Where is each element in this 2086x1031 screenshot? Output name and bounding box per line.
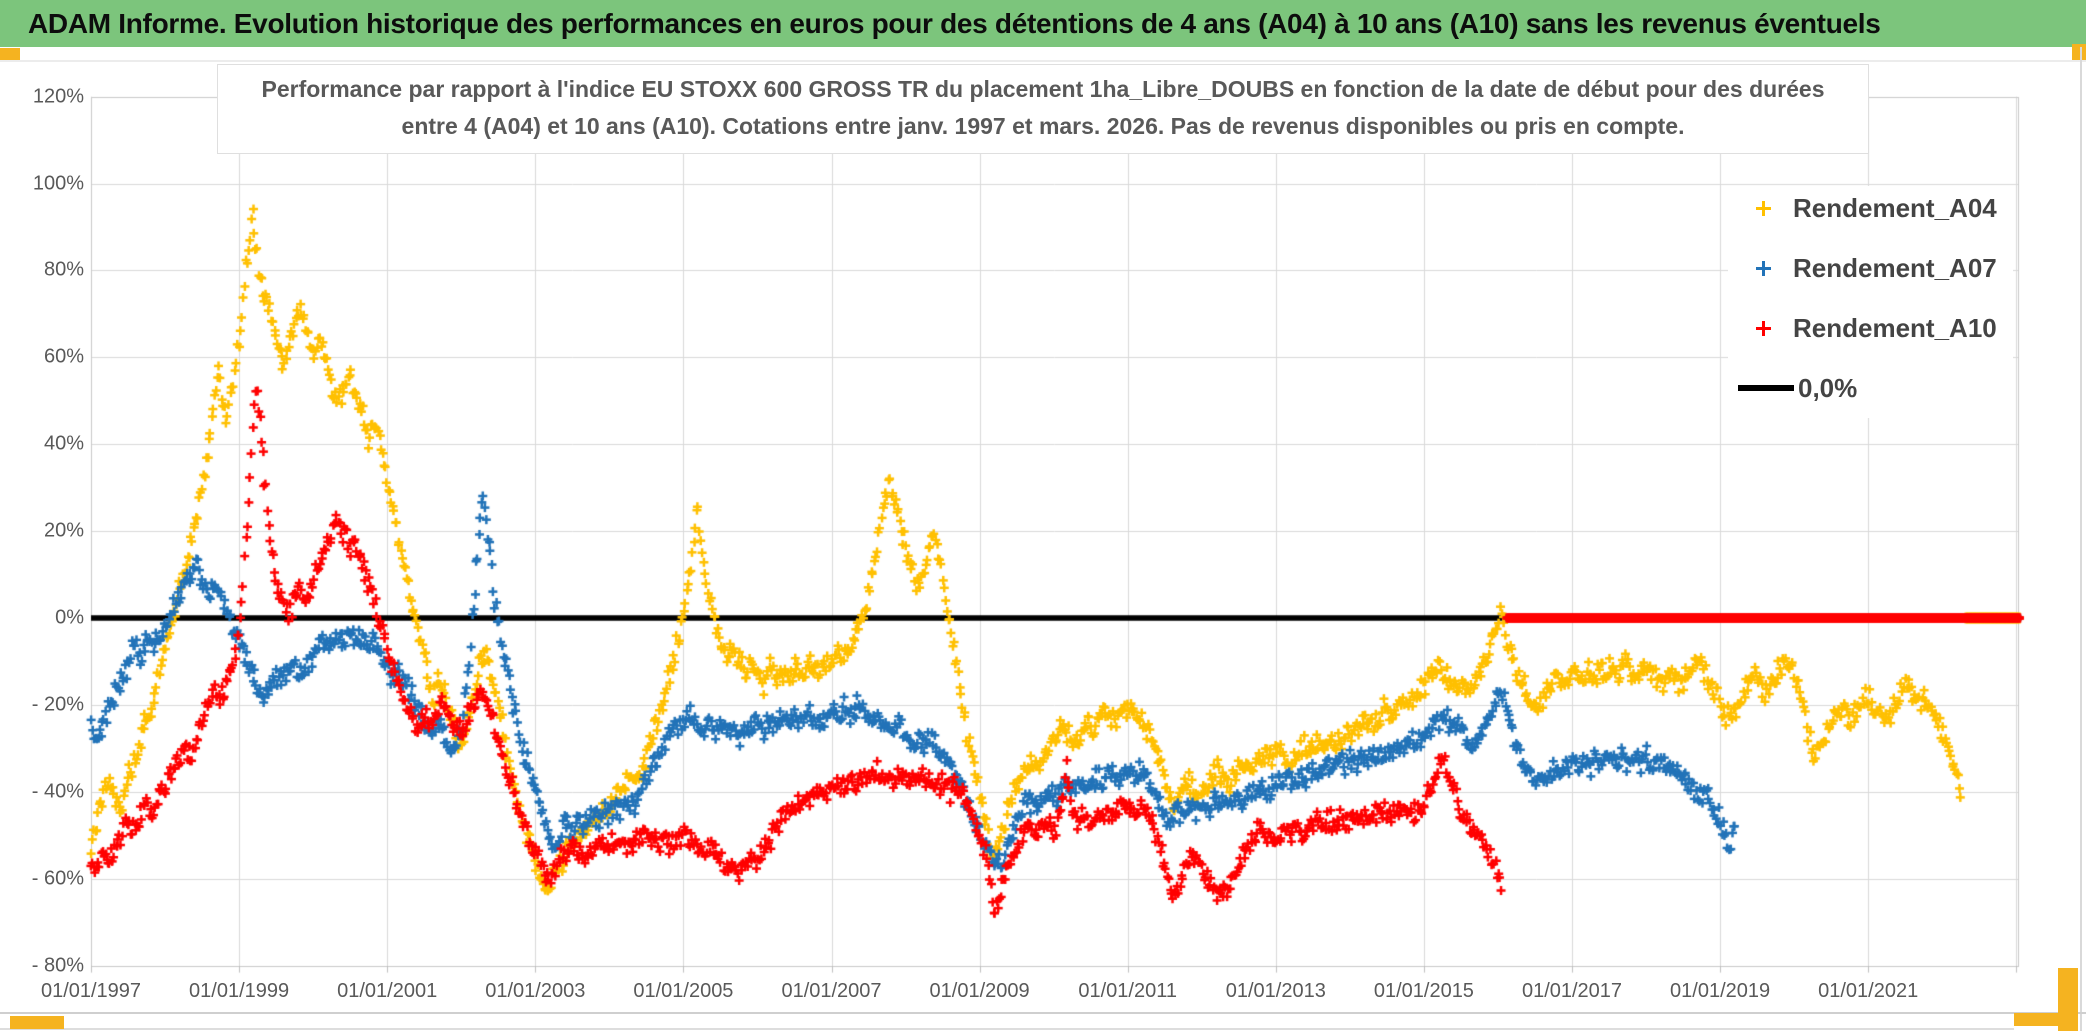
sheet-bottom-edge — [0, 1028, 2014, 1030]
y-axis-tick-label: - 20% — [31, 693, 84, 716]
y-axis-tick-label: - 80% — [31, 954, 84, 977]
y-axis-tick-label: - 60% — [31, 867, 84, 890]
y-axis-tick-label: 80% — [43, 258, 84, 281]
legend-label-rendement-a10: Rendement_A10 — [1793, 312, 1997, 343]
y-axis-tick-label: - 40% — [31, 780, 84, 803]
legend-label-rendement-a04: Rendement_A04 — [1793, 192, 1997, 223]
legend-item-rendement-a04[interactable]: Rendement_A04 — [1728, 188, 1997, 228]
y-axis-tick-label: 0% — [55, 606, 84, 629]
chart-legend: Rendement_A04 Rendement_A07 Rendement_A1… — [1728, 186, 2013, 418]
x-axis-tick-label: 01/01/2013 — [1225, 980, 1326, 1002]
legend-zero-line-swatch-icon — [1738, 385, 1794, 391]
legend-label-rendement-a07: Rendement_A07 — [1793, 252, 1997, 283]
y-axis-tick-label: 60% — [43, 345, 84, 368]
chart-subtitle-line2: entre 4 (A04) et 10 ans (A10). Cotations… — [401, 113, 1685, 139]
legend-item-rendement-a10[interactable]: Rendement_A10 — [1728, 308, 1997, 348]
legend-marker-rendement-a07-plus-icon — [1756, 260, 1771, 276]
x-axis-tick-label: 01/01/2021 — [1818, 980, 1919, 1002]
legend-item-rendement-a07[interactable]: Rendement_A07 — [1728, 248, 1997, 288]
x-axis-tick-label: 01/01/2005 — [633, 980, 734, 1002]
x-axis-tick-label: 01/01/2011 — [1078, 980, 1177, 1002]
x-axis-tick-label: 01/01/2015 — [1373, 980, 1474, 1002]
sheet-bottom-divider — [0, 1012, 2086, 1014]
y-axis-tick-label: 100% — [32, 172, 84, 194]
legend-item-zero-line[interactable]: 0,0% — [1738, 368, 1857, 408]
x-axis-tick-label: 01/01/1999 — [189, 980, 290, 1002]
accent-bottom-right-horizontal — [2014, 1013, 2064, 1026]
x-axis-tick-label: 01/01/2007 — [781, 980, 882, 1002]
legend-label-zero-line: 0,0% — [1798, 372, 1858, 403]
x-axis-tick-label: 01/01/2001 — [337, 980, 438, 1002]
chart-subtitle: Performance par rapport à l'indice EU ST… — [217, 64, 1869, 154]
x-axis-tick-label: 01/01/2017 — [1521, 980, 1623, 1002]
chart-subtitle-line1: Performance par rapport à l'indice EU ST… — [261, 76, 1825, 102]
legend-marker-rendement-a04-plus-icon — [1756, 200, 1771, 216]
legend-marker-rendement-a10-plus-icon — [1756, 320, 1771, 336]
x-axis-tick-label: 01/01/1997 — [40, 980, 142, 1002]
window-right-border — [2080, 47, 2082, 1031]
accent-bottom-left — [10, 1016, 64, 1029]
y-axis-tick-label: 40% — [43, 432, 84, 455]
x-axis-tick-label: 01/01/2019 — [1670, 980, 1771, 1002]
x-axis-tick-label: 01/01/2003 — [485, 980, 586, 1002]
y-axis-tick-label: 20% — [43, 519, 84, 542]
y-axis-tick-label: 120% — [32, 85, 84, 108]
x-axis-tick-label: 01/01/2009 — [929, 980, 1030, 1002]
